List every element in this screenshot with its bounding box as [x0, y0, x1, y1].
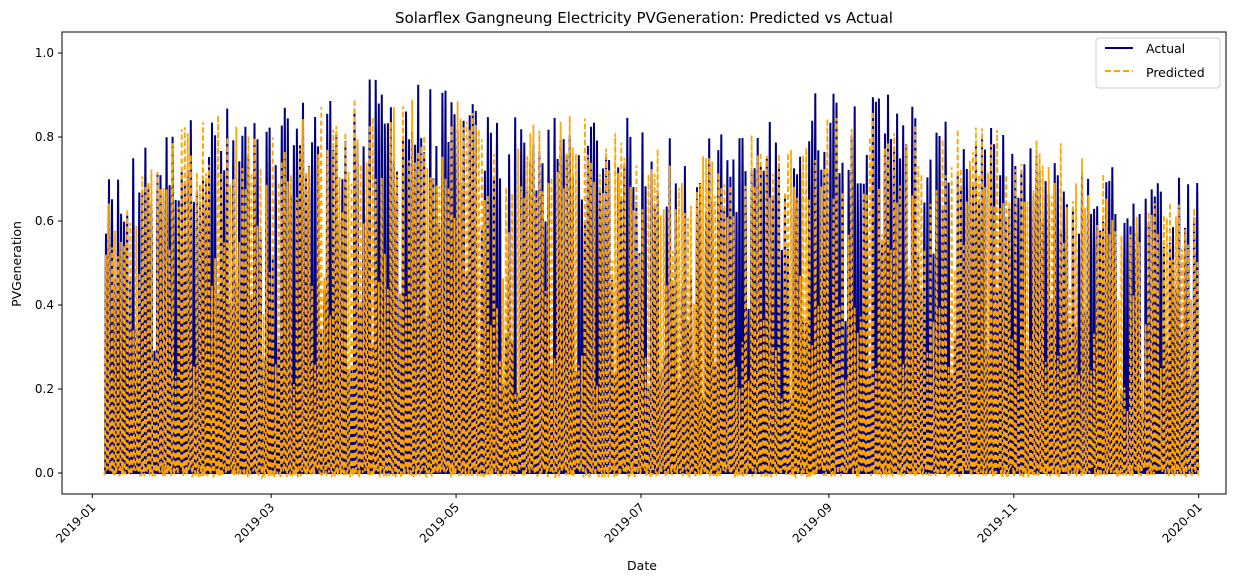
x-tick-label: 2019-07 — [602, 500, 647, 545]
y-tick-label: 1.0 — [35, 46, 54, 60]
x-tick-label: 2019-05 — [417, 500, 462, 545]
legend-actual-label: Actual — [1146, 41, 1185, 56]
series-predicted-line — [103, 99, 1200, 481]
x-tick-label: 2019-09 — [790, 500, 835, 545]
y-tick-label: 0.8 — [35, 130, 54, 144]
y-tick-label: 0.6 — [35, 214, 54, 228]
chart-title: Solarflex Gangneung Electricity PVGenera… — [395, 9, 893, 27]
legend: Actual Predicted — [1095, 37, 1221, 89]
legend-predicted-label: Predicted — [1146, 65, 1205, 80]
y-tick-label: 0.0 — [35, 466, 54, 480]
x-tick-label: 2019-03 — [232, 500, 277, 545]
y-axis-label: PVGeneration — [9, 221, 24, 307]
y-tick-label: 0.2 — [35, 382, 54, 396]
y-axis: 0.0 0.2 0.4 0.6 0.8 1.0 — [35, 46, 62, 480]
y-tick-label: 0.4 — [35, 298, 54, 312]
series-layer — [103, 79, 1200, 481]
x-tick-label: 2019-11 — [975, 500, 1020, 545]
x-tick-label: 2020-01 — [1159, 500, 1204, 545]
x-axis-label: Date — [627, 558, 657, 573]
legend-box — [1095, 37, 1221, 89]
x-tick-label: 2019-01 — [53, 500, 98, 545]
plot-frame — [61, 31, 1227, 495]
x-axis: 2019-01 2019-03 2019-05 2019-07 2019-09 2019-… — [53, 494, 1205, 546]
